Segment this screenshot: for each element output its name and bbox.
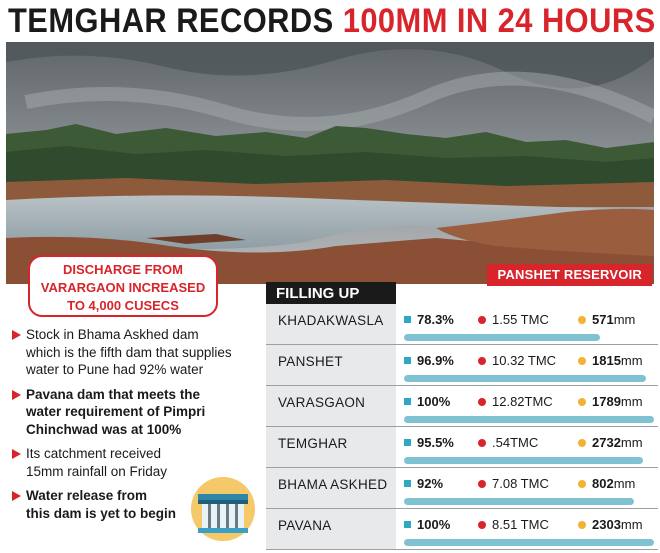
- bullet-item: Its catchment received 15mm rainfall on …: [12, 445, 262, 480]
- bullet-line: Pavana dam that meets the: [26, 386, 201, 402]
- fill-level-bar: [404, 416, 654, 423]
- fill-level-bar: [404, 457, 643, 464]
- bullet-item: Pavana dam that meets the water requirem…: [12, 386, 262, 439]
- fill-level-bar: [404, 539, 654, 546]
- tmc-cell: 10.32 TMC: [478, 353, 556, 368]
- bullet-item: Stock in Bhama Askhed dam which is the f…: [12, 326, 262, 379]
- table-row: VARASGAON 100% 12.82TMC 1789mm: [266, 386, 658, 427]
- percent-cell: 96.9%: [404, 353, 454, 368]
- red-dot-icon: [478, 357, 486, 365]
- table-row: PANSHET 96.9% 10.32 TMC 1815mm: [266, 345, 658, 386]
- percent-cell: 100%: [404, 517, 450, 532]
- dam-icon: [191, 477, 255, 541]
- red-dot-icon: [478, 398, 486, 406]
- callout-line: TO 4,000 CUSECS: [67, 298, 179, 313]
- table-row: KHADAKWASLA 78.3% 1.55 TMC 571mm: [266, 304, 658, 345]
- dam-name: PAVANA: [266, 509, 396, 549]
- yellow-dot-icon: [578, 316, 586, 324]
- reservoir-photo-illustration: [6, 42, 654, 284]
- yellow-dot-icon: [578, 480, 586, 488]
- red-dot-icon: [478, 480, 486, 488]
- fill-level-bar: [404, 334, 600, 341]
- square-bullet-icon: [404, 480, 411, 487]
- square-bullet-icon: [404, 521, 411, 528]
- rainfall-cell: 1789mm: [578, 394, 643, 409]
- rainfall-cell: 1815mm: [578, 353, 643, 368]
- fill-level-bar: [404, 375, 646, 382]
- tmc-cell: 7.08 TMC: [478, 476, 549, 491]
- arrow-bullet-icon: [12, 389, 21, 400]
- red-dot-icon: [478, 439, 486, 447]
- dam-name: PANSHET: [266, 345, 396, 385]
- callout-line: VARARGAON INCREASED: [40, 280, 206, 295]
- dam-name: KHADAKWASLA: [266, 304, 396, 344]
- bullet-line: 15mm rainfall on Friday: [26, 463, 168, 479]
- tmc-cell: 1.55 TMC: [478, 312, 549, 327]
- square-bullet-icon: [404, 398, 411, 405]
- bullet-line: Chinchwad was at 100%: [26, 421, 182, 437]
- headline: TEMGHAR RECORDS 100MM IN 24 HOURS: [8, 2, 655, 40]
- rainfall-cell: 571mm: [578, 312, 635, 327]
- percent-cell: 95.5%: [404, 435, 454, 450]
- callout-line: DISCHARGE FROM: [63, 262, 183, 277]
- dam-name: VARASGAON: [266, 386, 396, 426]
- tmc-cell: .54TMC: [478, 435, 538, 450]
- table-row: PAVANA 100% 8.51 TMC 2303mm: [266, 509, 658, 550]
- headline-part-2: 100MM IN 24 HOURS: [342, 2, 656, 40]
- photo-caption: PANSHET RESERVOIR: [487, 264, 652, 286]
- bullet-line: water to Pune had 92% water: [26, 362, 204, 377]
- table-row: TEMGHAR 95.5% .54TMC 2732mm: [266, 427, 658, 468]
- square-bullet-icon: [404, 439, 411, 446]
- rainfall-cell: 2303mm: [578, 517, 643, 532]
- table-title: FILLING UP: [266, 282, 396, 306]
- bullet-line: Its catchment received: [26, 446, 162, 461]
- yellow-dot-icon: [578, 398, 586, 406]
- bullet-line: Stock in Bhama Askhed dam: [26, 327, 199, 342]
- fill-level-bar: [404, 498, 634, 505]
- bullet-line: this dam is yet to begin: [26, 505, 177, 521]
- arrow-bullet-icon: [12, 330, 21, 340]
- bullet-line: Water release from: [26, 488, 148, 503]
- bullet-list: Stock in Bhama Askhed dam which is the f…: [12, 326, 262, 529]
- yellow-dot-icon: [578, 521, 586, 529]
- discharge-callout: DISCHARGE FROM VARARGAON INCREASED TO 4,…: [28, 255, 218, 317]
- rainfall-cell: 802mm: [578, 476, 635, 491]
- square-bullet-icon: [404, 357, 411, 364]
- reservoir-photo: [6, 42, 654, 284]
- rainfall-cell: 2732mm: [578, 435, 643, 450]
- dam-name: BHAMA ASKHED: [266, 468, 396, 508]
- red-dot-icon: [478, 316, 486, 324]
- table-row: BHAMA ASKHED 92% 7.08 TMC 802mm: [266, 468, 658, 509]
- square-bullet-icon: [404, 316, 411, 323]
- headline-part-1: TEMGHAR RECORDS: [8, 2, 334, 40]
- bullet-item: Water release from this dam is yet to be…: [12, 487, 262, 522]
- dam-name: TEMGHAR: [266, 427, 396, 467]
- yellow-dot-icon: [578, 357, 586, 365]
- bullet-line: which is the fifth dam that supplies: [26, 344, 232, 360]
- tmc-cell: 8.51 TMC: [478, 517, 549, 532]
- percent-cell: 100%: [404, 394, 450, 409]
- tmc-cell: 12.82TMC: [478, 394, 553, 409]
- yellow-dot-icon: [578, 439, 586, 447]
- arrow-bullet-icon: [12, 449, 21, 459]
- bullet-line: water requirement of Pimpri: [26, 404, 206, 419]
- percent-cell: 78.3%: [404, 312, 454, 327]
- percent-cell: 92%: [404, 476, 443, 491]
- dam-stock-table: KHADAKWASLA 78.3% 1.55 TMC 571mm PANSHET…: [266, 304, 658, 550]
- red-dot-icon: [478, 521, 486, 529]
- arrow-bullet-icon: [12, 491, 21, 501]
